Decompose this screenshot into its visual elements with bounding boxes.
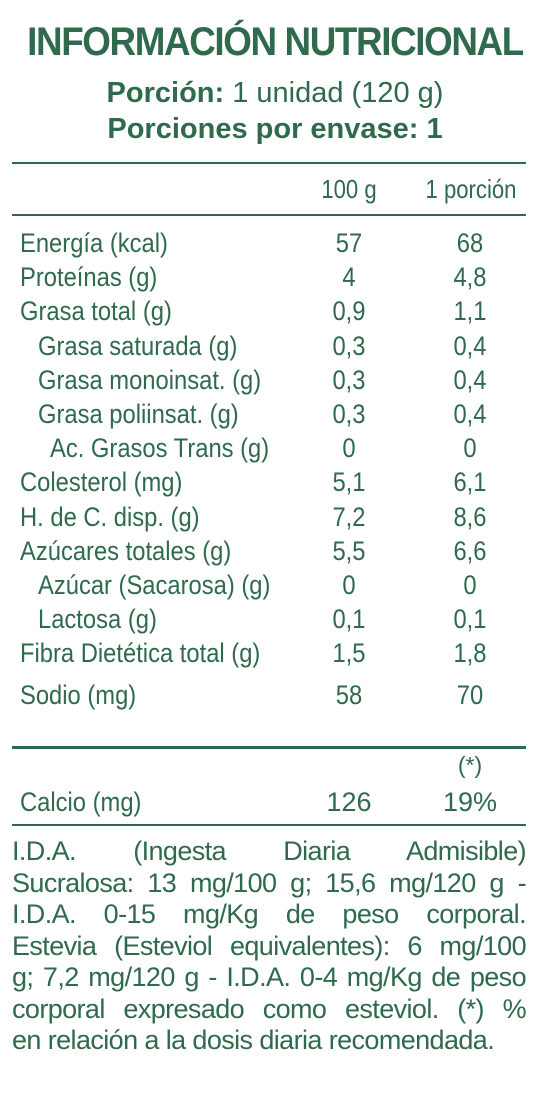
table-row: Azúcar (Sacarosa) (g) 0 0 bbox=[0, 568, 550, 602]
table-row: Energía (kcal) 57 68 bbox=[0, 226, 550, 260]
divider-bottom-thick bbox=[12, 746, 526, 749]
nutrient-label: Fibra Dietética total (g) bbox=[20, 638, 261, 669]
value-100g: 0,1 bbox=[332, 604, 366, 635]
divider-header bbox=[12, 214, 526, 216]
nutrient-label: Colesterol (mg) bbox=[20, 467, 183, 498]
value-100g: 0,3 bbox=[332, 330, 366, 361]
calcio-row: Calcio (mg) 126 19% bbox=[0, 784, 550, 820]
nutrient-label: Grasa poliinsat. (g) bbox=[38, 398, 239, 429]
value-portion: 0,4 bbox=[453, 398, 487, 429]
value-portion: 1,8 bbox=[453, 638, 487, 669]
value-portion: 1,1 bbox=[453, 296, 487, 327]
footnote-line: g; 7,2 mg/120 g - I.D.A. 0-4 mg/Kg de pe… bbox=[12, 962, 527, 992]
table-row: Grasa poliinsat. (g) 0,3 0,4 bbox=[0, 397, 550, 431]
asterisk-note: (*) bbox=[457, 752, 483, 778]
value-100g: 5,1 bbox=[332, 467, 366, 498]
value-portion: 0,4 bbox=[453, 364, 487, 395]
footnote-line: en relación a la dosis diaria recomendad… bbox=[12, 1025, 495, 1055]
footnote-line: corporal expresado como esteviol. (*) % bbox=[12, 993, 527, 1024]
footnote-line: I.D.A. (Ingesta Diaria Admisible) bbox=[12, 836, 527, 866]
nutrient-label: Calcio (mg) bbox=[20, 787, 142, 817]
value-100g: 57 bbox=[335, 228, 363, 258]
value-100g: 0,3 bbox=[332, 398, 366, 429]
nutrient-label: Azúcar (Sacarosa) (g) bbox=[38, 569, 271, 600]
value-portion: 4,8 bbox=[453, 262, 487, 293]
divider-top bbox=[12, 162, 526, 164]
footnote-line: I.D.A. 0-15 mg/Kg de peso corporal. bbox=[12, 899, 527, 929]
nutrient-label: Lactosa (g) bbox=[38, 604, 157, 635]
nutrient-label: H. de C. disp. (g) bbox=[20, 501, 200, 532]
value-portion: 0,4 bbox=[453, 330, 487, 361]
value-100g: 58 bbox=[335, 680, 363, 711]
nutrition-rows: Energía (kcal) 57 68 Proteínas (g) 4 4,8 Gra… bbox=[0, 226, 550, 713]
table-row: Grasa total (g) 0,9 1,1 bbox=[0, 294, 550, 328]
table-row: Ac. Grasos Trans (g) 0 0 bbox=[0, 431, 550, 465]
table-row: Sodio (mg) 58 70 bbox=[0, 678, 550, 712]
footnote: I.D.A. (Ingesta Diaria Admisible) Sucral… bbox=[12, 836, 527, 1057]
value-100g: 0,3 bbox=[332, 364, 366, 395]
column-header-portion: 1 porción bbox=[425, 174, 517, 204]
value-portion: 0,1 bbox=[453, 604, 487, 635]
value-100g: 1,5 bbox=[332, 638, 366, 669]
portion-line: Porción: 1 unidad (120 g) bbox=[0, 76, 550, 110]
value-100g: 0,9 bbox=[332, 296, 366, 327]
table-row: Colesterol (mg) 5,1 6,1 bbox=[0, 465, 550, 499]
nutrient-label: Grasa saturada (g) bbox=[38, 330, 238, 361]
table-row: Azúcares totales (g) 5,5 6,6 bbox=[0, 534, 550, 568]
label-title: INFORMACIÓN NUTRICIONAL bbox=[27, 20, 524, 64]
value-portion: 6,6 bbox=[453, 535, 487, 566]
value-portion: 68 bbox=[456, 228, 484, 258]
value-100g: 0 bbox=[342, 569, 356, 600]
nutrient-label: Grasa total (g) bbox=[20, 296, 172, 327]
portion-value: 1 unidad (120 g) bbox=[224, 77, 444, 109]
nutrient-label: Grasa monoinsat. (g) bbox=[38, 364, 262, 395]
divider-footnote bbox=[12, 824, 526, 826]
value-portion: 0 bbox=[463, 569, 477, 600]
nutrient-label: Proteínas (g) bbox=[20, 262, 158, 293]
servings-line: Porciones por envase: 1 bbox=[107, 113, 443, 145]
table-row: Lactosa (g) 0,1 0,1 bbox=[0, 602, 550, 636]
nutrient-label: Energía (kcal) bbox=[20, 228, 168, 258]
footnote-line: Sucralosa: 13 mg/100 g; 15,6 mg/120 g - bbox=[12, 867, 527, 898]
value-portion: 19% bbox=[442, 787, 498, 817]
footnote-line: Estevia (Esteviol equivalentes): 6 mg/10… bbox=[12, 930, 527, 961]
table-row: Grasa monoinsat. (g) 0,3 0,4 bbox=[0, 363, 550, 397]
column-header-100g: 100 g bbox=[321, 174, 377, 204]
table-row: Grasa saturada (g) 0,3 0,4 bbox=[0, 329, 550, 363]
nutrient-label: Ac. Grasos Trans (g) bbox=[50, 433, 270, 464]
nutrient-label: Sodio (mg) bbox=[20, 680, 137, 711]
value-100g: 5,5 bbox=[332, 535, 366, 566]
value-100g: 4 bbox=[342, 262, 356, 293]
value-100g: 0 bbox=[342, 433, 356, 464]
value-portion: 70 bbox=[456, 680, 484, 711]
value-100g: 126 bbox=[326, 787, 372, 817]
table-row: Fibra Dietética total (g) 1,5 1,8 bbox=[0, 636, 550, 670]
portion-label: Porción: bbox=[106, 77, 225, 109]
nutrient-label: Azúcares totales (g) bbox=[20, 535, 232, 566]
table-row: H. de C. disp. (g) 7,2 8,6 bbox=[0, 500, 550, 534]
value-portion: 0 bbox=[463, 433, 477, 464]
value-100g: 7,2 bbox=[332, 501, 366, 532]
table-row: Proteínas (g) 4 4,8 bbox=[0, 260, 550, 294]
value-portion: 8,6 bbox=[453, 501, 487, 532]
value-portion: 6,1 bbox=[453, 467, 487, 498]
